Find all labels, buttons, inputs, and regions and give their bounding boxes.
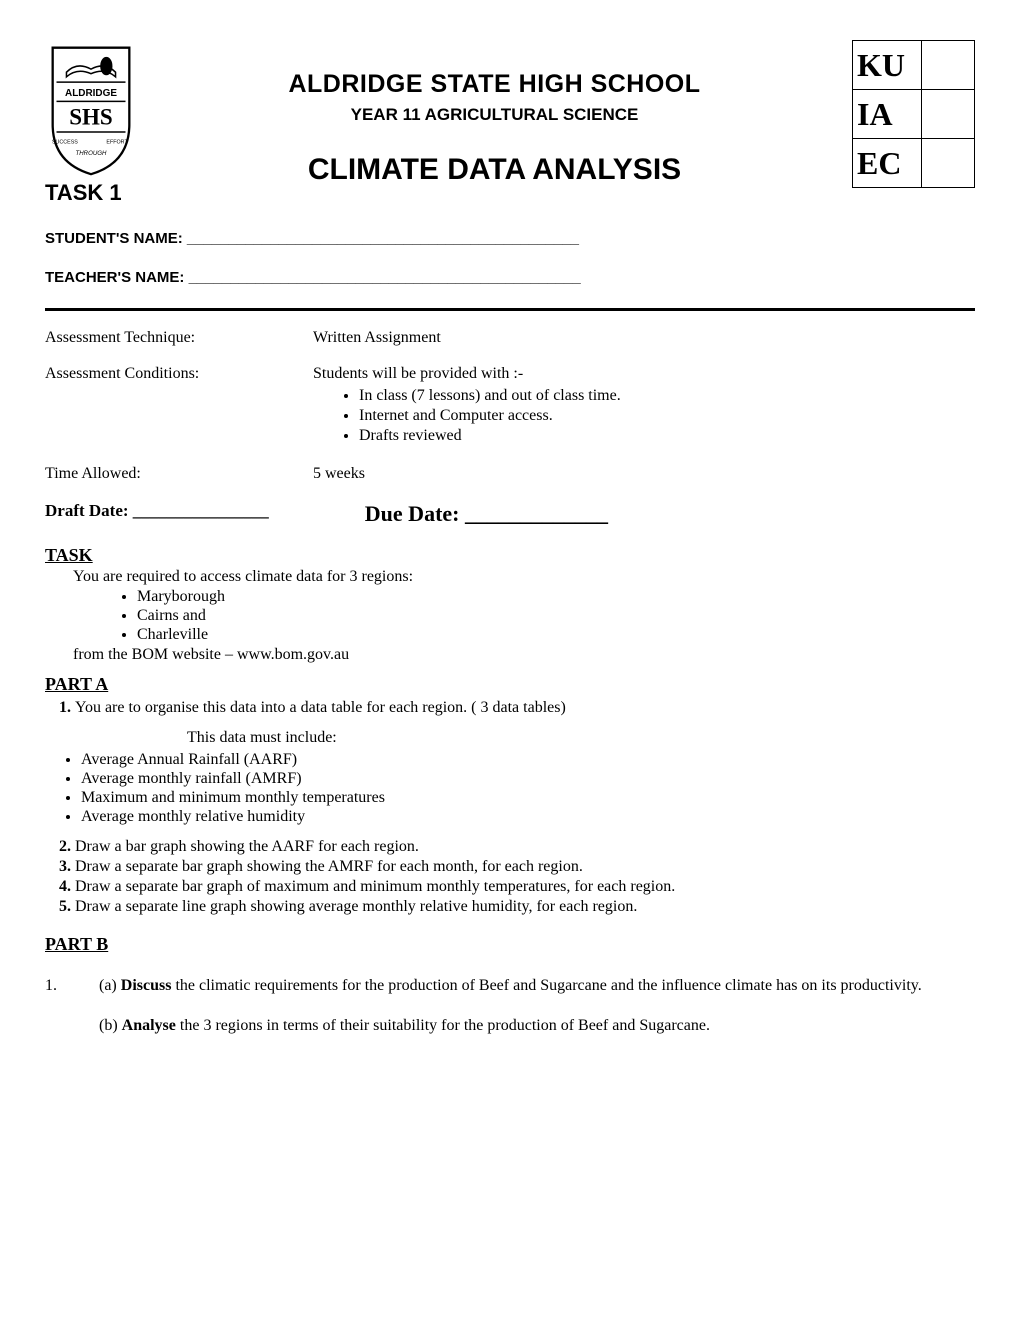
grade-ia-label: IA xyxy=(853,90,922,139)
school-logo: ALDRIDGE SHS SUCCESS EFFORT THROUGH xyxy=(45,40,137,183)
part-b-1a: (a) Discuss the climatic requirements fo… xyxy=(99,977,975,995)
technique-label: Assessment Technique: xyxy=(45,329,313,347)
include-intro: This data must include: xyxy=(187,729,975,747)
student-name-line[interactable]: STUDENT'S NAME: ________________________… xyxy=(45,230,975,247)
conditions-item: In class (7 lessons) and out of class ti… xyxy=(359,387,975,405)
include-item: Average monthly relative humidity xyxy=(81,808,975,826)
time-label: Time Allowed: xyxy=(45,465,313,483)
part-a-title: PART A xyxy=(45,674,975,695)
part-b-item-content: (a) Discuss the climatic requirements fo… xyxy=(99,977,975,1035)
section-divider xyxy=(45,308,975,311)
part-b-1a-text: the climatic requirements for the produc… xyxy=(171,977,921,994)
grade-box: KU IA EC xyxy=(852,40,975,188)
conditions-intro: Students will be provided with :- xyxy=(313,365,975,383)
logo-text-right: EFFORT xyxy=(106,140,128,146)
part-a-item-text: You are to organise this data into a dat… xyxy=(75,699,566,716)
region-item: Charleville xyxy=(137,626,975,644)
draft-date-line[interactable]: Draft Date: ________________ xyxy=(45,501,269,527)
grade-ec-blank[interactable] xyxy=(922,139,975,188)
subject-line: YEAR 11 AGRICULTURAL SCIENCE xyxy=(155,105,834,125)
conditions-item: Internet and Computer access. xyxy=(359,407,975,425)
grade-ku-label: KU xyxy=(853,41,922,90)
task-regions-list: Maryborough Cairns and Charleville xyxy=(73,588,975,644)
name-block: STUDENT'S NAME: ________________________… xyxy=(45,230,975,286)
include-item: Maximum and minimum monthly temperatures xyxy=(81,789,975,807)
task-section-title: TASK xyxy=(45,545,975,566)
part-a-item: You are to organise this data into a dat… xyxy=(75,699,975,747)
logo-text-mid: SHS xyxy=(69,104,112,129)
date-row: Draft Date: ________________ Due Date: _… xyxy=(45,501,975,527)
header-row: ALDRIDGE SHS SUCCESS EFFORT THROUGH ALDR… xyxy=(45,40,975,188)
teacher-name-line[interactable]: TEACHER'S NAME: ________________________… xyxy=(45,269,975,286)
conditions-item: Drafts reviewed xyxy=(359,427,975,445)
part-b-item-num: 1. xyxy=(45,977,99,1035)
due-date-line[interactable]: Due Date: _____________ xyxy=(365,501,608,527)
task-body: You are required to access climate data … xyxy=(73,568,975,664)
task-intro: You are required to access climate data … xyxy=(73,568,975,586)
title-block: ALDRIDGE STATE HIGH SCHOOL YEAR 11 AGRIC… xyxy=(155,40,834,187)
logo-text-bottom: THROUGH xyxy=(76,150,108,157)
part-a-item: Draw a separate line graph showing avera… xyxy=(75,898,975,916)
part-a-item: Draw a separate bar graph of maximum and… xyxy=(75,878,975,896)
region-item: Cairns and xyxy=(137,607,975,625)
part-a-item: Draw a separate bar graph showing the AM… xyxy=(75,858,975,876)
time-value: 5 weeks xyxy=(313,465,975,483)
include-item: Average Annual Rainfall (AARF) xyxy=(81,751,975,769)
school-name: ALDRIDGE STATE HIGH SCHOOL xyxy=(155,70,834,99)
grade-ku-blank[interactable] xyxy=(922,41,975,90)
part-b-1b: (b) Analyse the 3 regions in terms of th… xyxy=(99,1017,975,1035)
part-b-item-1: 1. (a) Discuss the climatic requirements… xyxy=(45,977,975,1035)
grade-ec-label: EC xyxy=(853,139,922,188)
part-a-item: Draw a bar graph showing the AARF for ea… xyxy=(75,838,975,856)
conditions-list: In class (7 lessons) and out of class ti… xyxy=(313,387,975,445)
part-b-1a-keyword: Discuss xyxy=(121,977,172,994)
logo-text-left: SUCCESS xyxy=(52,140,78,146)
conditions-label: Assessment Conditions: xyxy=(45,365,313,447)
part-b-1b-text: the 3 regions in terms of their suitabil… xyxy=(176,1017,710,1034)
part-b-1a-prefix: (a) xyxy=(99,977,121,994)
part-a-list: You are to organise this data into a dat… xyxy=(45,699,975,747)
assessment-info: Assessment Technique: Written Assignment… xyxy=(45,329,975,483)
grade-ia-blank[interactable] xyxy=(922,90,975,139)
part-a-list-cont: Draw a bar graph showing the AARF for ea… xyxy=(45,838,975,916)
conditions-block: Students will be provided with :- In cla… xyxy=(313,365,975,447)
technique-value: Written Assignment xyxy=(313,329,975,347)
task-source: from the BOM website – www.bom.gov.au xyxy=(73,646,975,664)
logo-text-top: ALDRIDGE xyxy=(65,88,117,99)
include-list: Average Annual Rainfall (AARF) Average m… xyxy=(45,751,975,826)
part-b-title: PART B xyxy=(45,934,975,955)
include-item: Average monthly rainfall (AMRF) xyxy=(81,770,975,788)
topic-title: CLIMATE DATA ANALYSIS xyxy=(155,153,834,187)
part-b-1b-prefix: (b) xyxy=(99,1017,122,1034)
region-item: Maryborough xyxy=(137,588,975,606)
part-b-1b-keyword: Analyse xyxy=(122,1017,176,1034)
